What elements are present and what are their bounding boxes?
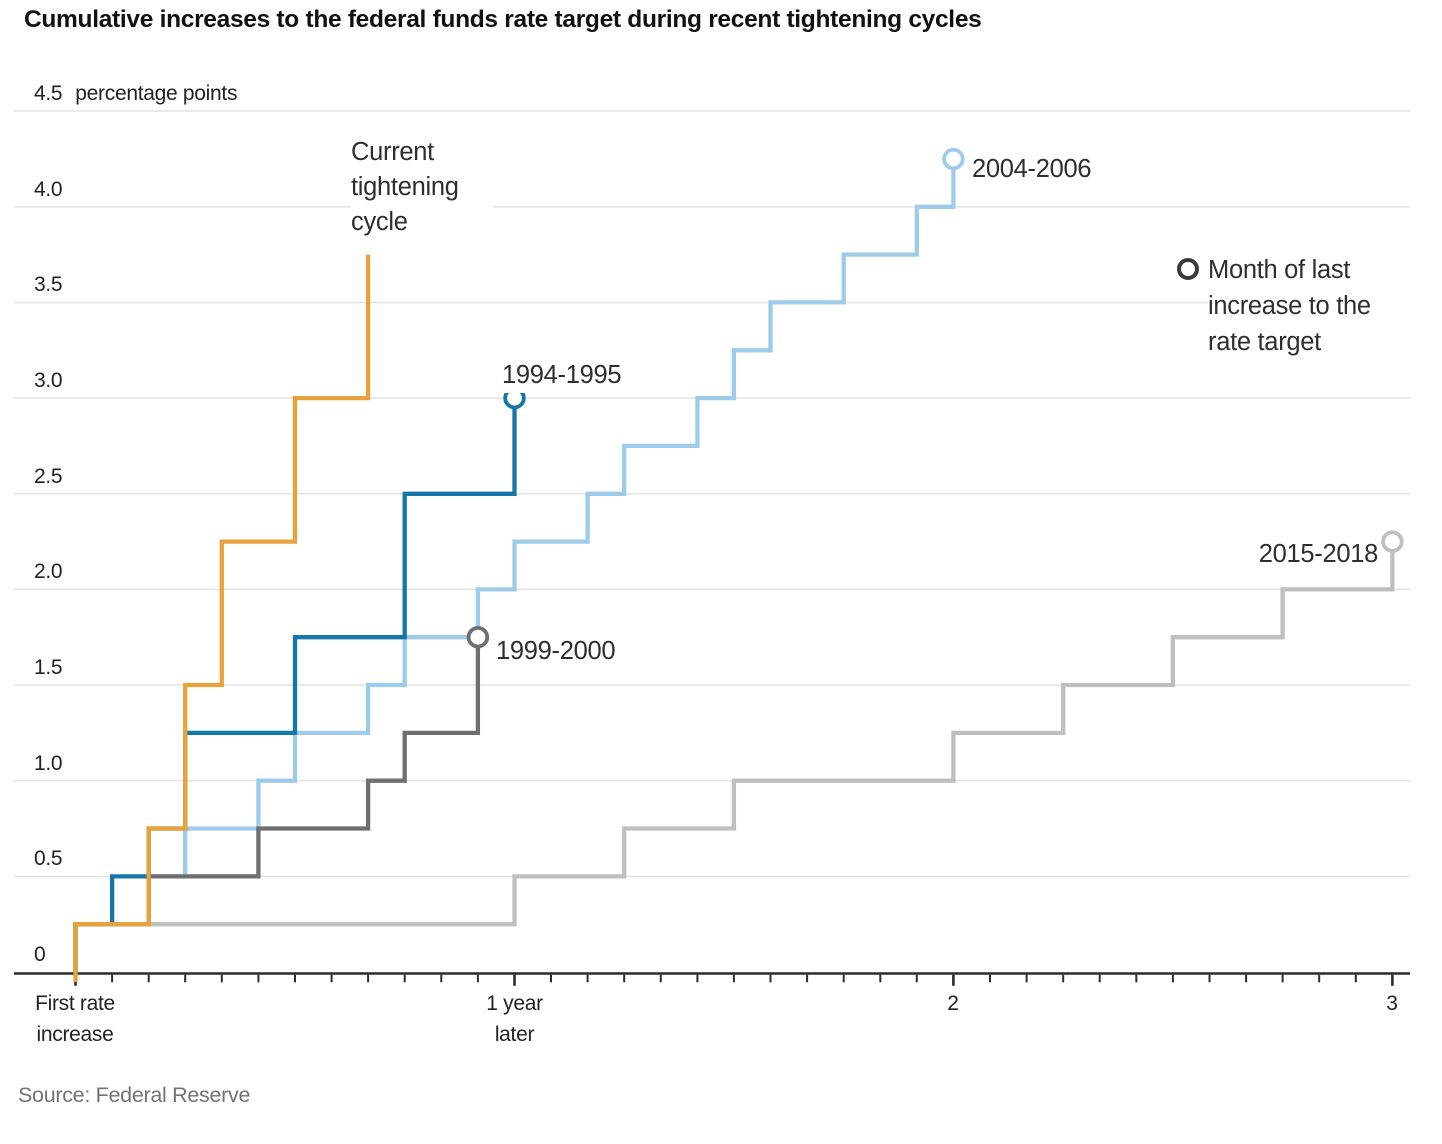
y-tick-0: 0: [34, 943, 46, 966]
legend-label: Month of last increase to the rate targe…: [1208, 252, 1410, 360]
y-tick-3.0: 3.0: [34, 369, 63, 393]
x-axis-label-first-increase: First rate increase: [35, 992, 115, 1046]
series-current: [73, 254, 371, 982]
x-axis-label-1-year: 1 year later: [486, 992, 543, 1046]
y-tick-1.5: 1.5: [34, 656, 63, 679]
last-increase-marker-icon: [1177, 258, 1199, 280]
y-tick-1.0: 1.0: [34, 751, 63, 775]
series-2004-2006: [73, 159, 956, 972]
source-note: Source: Federal Reserve: [18, 1083, 251, 1107]
y-tick-3.5: 3.5: [34, 273, 63, 297]
x-axis-label-3-years: 3: [1386, 992, 1398, 1015]
annotation-current-cycle: Current tightening cycle: [351, 135, 493, 240]
y-tick-2.0: 2.0: [34, 560, 63, 584]
chart-title: Cumulative increases to the federal fund…: [24, 6, 982, 33]
annotation-2004-2006: 2004-2006: [972, 152, 1092, 187]
annotation-1999-2000: 1999-2000: [496, 634, 616, 669]
last-increase-marker-1999-2000: [466, 626, 490, 649]
last-increase-marker-2015-2018: [1381, 530, 1404, 553]
y-axis-top-label: 4.5 percentage points: [34, 82, 237, 106]
y-tick-4.0: 4.0: [34, 177, 63, 201]
y-axis-top-tick: 4.5: [34, 82, 63, 105]
y-axis-unit: percentage points: [75, 82, 238, 105]
x-axis-label-2-years: 2: [947, 992, 959, 1015]
annotation-1994-1995: 1994-1995: [502, 358, 622, 393]
y-tick-0.5: 0.5: [34, 847, 63, 871]
y-tick-2.5: 2.5: [34, 464, 63, 488]
annotation-2015-2018: 2015-2018: [1236, 537, 1378, 572]
series-1999-2000: [73, 637, 481, 972]
series-2015-2018: [73, 541, 1395, 972]
last-increase-marker-2004-2006: [942, 147, 965, 171]
